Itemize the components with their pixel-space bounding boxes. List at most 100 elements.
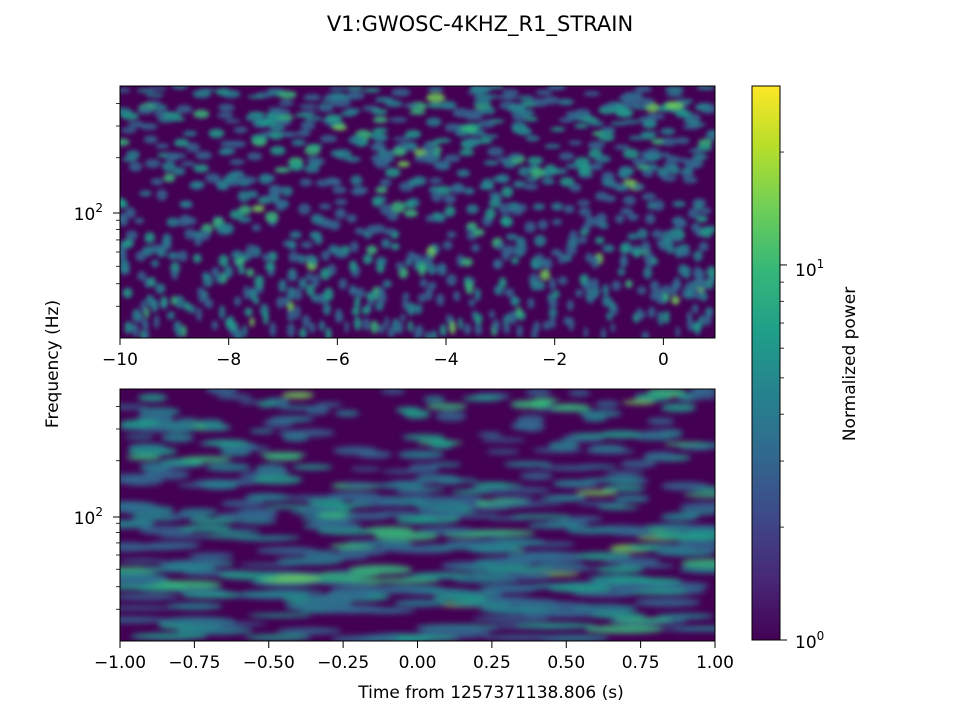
heatmap-cell bbox=[305, 272, 313, 281]
heatmap-cell bbox=[601, 129, 616, 135]
heatmap-cell bbox=[236, 509, 279, 516]
heatmap-cell bbox=[414, 155, 429, 163]
heatmap-cell bbox=[122, 157, 136, 162]
heatmap-cell bbox=[406, 251, 416, 262]
heatmap-cell bbox=[427, 263, 437, 276]
heatmap-cell bbox=[183, 301, 191, 312]
heatmap-cell bbox=[162, 619, 231, 626]
heatmap-cell bbox=[489, 309, 495, 319]
heatmap-cell bbox=[635, 307, 643, 321]
heatmap-cell bbox=[402, 434, 446, 441]
heatmap-cell bbox=[176, 104, 193, 114]
heatmap-cell bbox=[581, 223, 592, 232]
heatmap-cell bbox=[248, 287, 258, 301]
heatmap-cell bbox=[427, 86, 444, 93]
heatmap-cell bbox=[155, 283, 166, 294]
heatmap-cell bbox=[216, 222, 230, 235]
heatmap-cell bbox=[589, 278, 599, 290]
heatmap-cell bbox=[371, 196, 383, 207]
heatmap-cell bbox=[698, 241, 709, 252]
heatmap-cell bbox=[502, 314, 509, 327]
heatmap-cell bbox=[372, 116, 388, 124]
heatmap-cell bbox=[509, 310, 518, 325]
heatmap-cell bbox=[655, 294, 665, 305]
heatmap-cell bbox=[335, 308, 343, 319]
heatmap-cell bbox=[456, 169, 471, 177]
heatmap-cell bbox=[235, 536, 291, 542]
heatmap-cell bbox=[668, 164, 681, 175]
heatmap-cell bbox=[201, 423, 232, 431]
heatmap-cell bbox=[595, 236, 605, 245]
heatmap-cell bbox=[673, 276, 681, 289]
heatmap-cell bbox=[140, 300, 146, 312]
heatmap-cell bbox=[318, 105, 334, 113]
heatmap-cell bbox=[390, 243, 400, 251]
heatmap-cell bbox=[332, 186, 347, 194]
heatmap-cell bbox=[525, 389, 552, 397]
heatmap-cell bbox=[371, 133, 389, 142]
heatmap-cell bbox=[543, 257, 553, 270]
heatmap-cell bbox=[675, 98, 694, 104]
heatmap-cell bbox=[281, 131, 299, 138]
heatmap-cell bbox=[131, 308, 141, 323]
heatmap-cell bbox=[315, 179, 331, 187]
x-tick-label: −1.00 bbox=[94, 653, 146, 673]
heatmap-cell bbox=[481, 134, 499, 139]
heatmap-cell bbox=[654, 550, 715, 557]
colorbar-ticks bbox=[780, 151, 787, 641]
heatmap-cell bbox=[276, 296, 285, 309]
heatmap-cell bbox=[348, 564, 413, 575]
heatmap-cell bbox=[328, 177, 342, 187]
heatmap-cell bbox=[641, 192, 657, 201]
heatmap-cell bbox=[148, 580, 223, 589]
heatmap-cell bbox=[384, 99, 403, 108]
heatmap-cell bbox=[517, 95, 535, 101]
heatmap-cell bbox=[128, 161, 143, 172]
heatmap-cell bbox=[150, 259, 160, 268]
heatmap-cell bbox=[142, 319, 149, 331]
heatmap-cell bbox=[582, 414, 607, 422]
heatmap-cell bbox=[696, 86, 715, 91]
heatmap-cell bbox=[396, 322, 404, 334]
heatmap-cell bbox=[182, 130, 198, 137]
heatmap-cell bbox=[490, 194, 502, 203]
heatmap-cell bbox=[646, 148, 661, 156]
heatmap-cell bbox=[382, 150, 395, 158]
heatmap-cell bbox=[354, 296, 361, 309]
heatmap-cell bbox=[595, 400, 620, 408]
heatmap-cell bbox=[221, 89, 241, 99]
heatmap-cell bbox=[287, 270, 298, 282]
heatmap-cell bbox=[530, 279, 540, 291]
heatmap-cell bbox=[435, 411, 467, 422]
heatmap-cell bbox=[197, 419, 224, 425]
heatmap-cell bbox=[525, 135, 540, 142]
heatmap-cell bbox=[179, 200, 193, 207]
heatmap-cell bbox=[644, 163, 659, 171]
heatmap-cell bbox=[588, 120, 604, 127]
heatmap-cell bbox=[643, 451, 678, 461]
heatmap-cell bbox=[471, 243, 480, 253]
heatmap-cell bbox=[578, 206, 592, 217]
heatmap-cell bbox=[523, 611, 588, 618]
heatmap-cell bbox=[233, 126, 248, 134]
heatmap-cell bbox=[264, 211, 279, 223]
heatmap-cell bbox=[332, 124, 348, 131]
heatmap-cell bbox=[504, 244, 516, 256]
heatmap-cell bbox=[126, 454, 161, 461]
heatmap-cell bbox=[510, 295, 518, 307]
heatmap-cell bbox=[344, 320, 349, 333]
heatmap-cell bbox=[390, 201, 405, 214]
heatmap-cell bbox=[565, 243, 578, 256]
heatmap-cell bbox=[252, 204, 265, 213]
heatmap-cell bbox=[120, 542, 152, 552]
heatmap-cell bbox=[233, 296, 242, 307]
heatmap-cell bbox=[625, 279, 633, 289]
heatmap-cell bbox=[444, 539, 506, 546]
heatmap-cell bbox=[387, 327, 396, 338]
heatmap-cell bbox=[311, 274, 320, 288]
heatmap-cell bbox=[443, 154, 461, 163]
heatmap-cell bbox=[636, 286, 647, 295]
heatmap-cell bbox=[645, 259, 654, 268]
heatmap-cell bbox=[299, 178, 313, 187]
heatmap-cell bbox=[486, 449, 520, 455]
